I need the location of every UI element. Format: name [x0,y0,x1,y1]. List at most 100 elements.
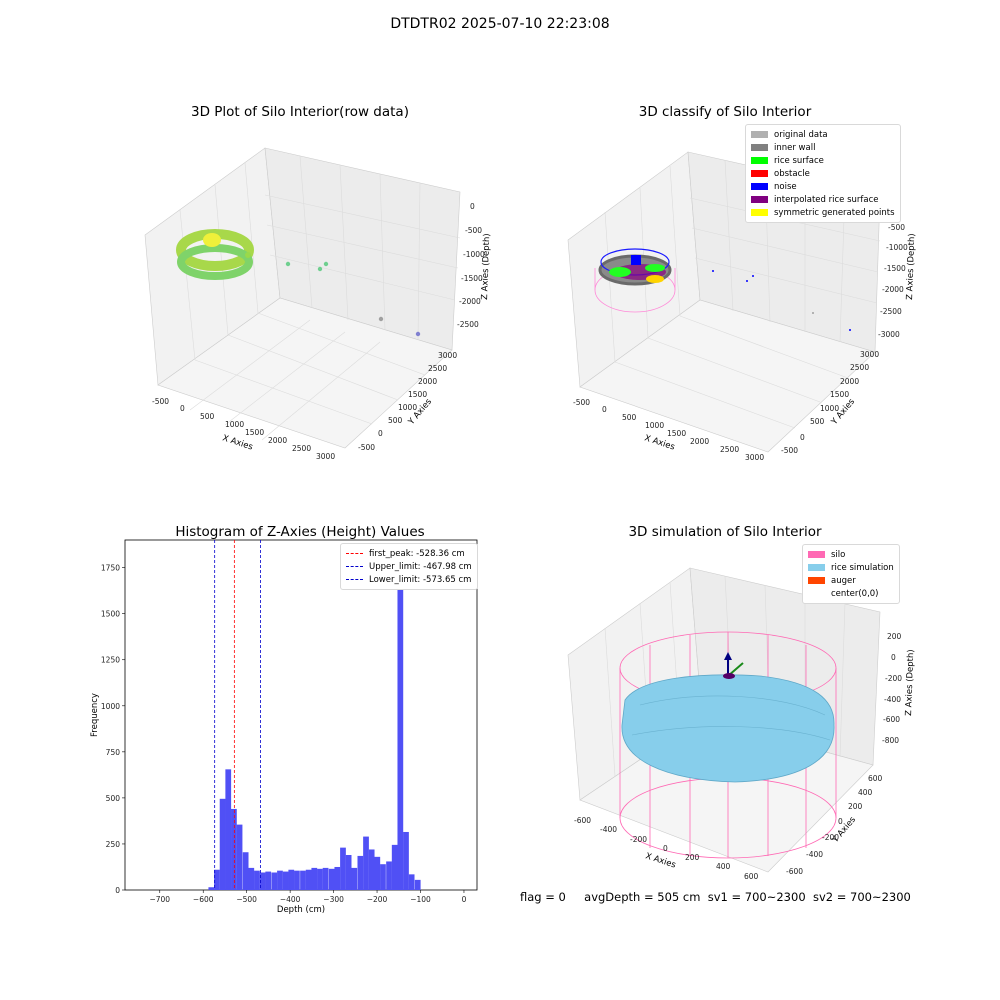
svg-text:-500: -500 [152,397,169,406]
legend-item-interpolated: interpolated rice surface [751,193,895,206]
status-line: flag = 0 avgDepth = 505 cm sv1 = 700~230… [520,890,911,904]
histogram-bar-31 [386,861,392,890]
svg-text:-500: -500 [358,443,375,452]
histogram-bar-20 [322,867,329,890]
figure-title: DTDTR02 2025-07-10 22:23:08 [390,16,610,32]
histogram-ytick-label-1: 250 [106,840,121,849]
legend-item-rice-simulation: rice simulation [808,561,894,574]
histogram-xtick-label-5: −200 [367,895,388,904]
histogram-bars [208,558,421,890]
classify-point-cloud [594,248,851,331]
histogram-xtick-label-4: −300 [323,895,344,904]
histogram-ytick-label-2: 500 [106,794,121,803]
histogram-xtick-label-1: −600 [193,895,214,904]
histogram-ytick-label-0: 0 [115,886,120,895]
histogram-bar-27 [363,836,369,890]
histogram-bar-34 [403,831,409,890]
svg-text:-600: -600 [786,867,803,876]
svg-text:2000: 2000 [268,436,287,445]
rice-simulation-surface [621,674,835,783]
legend-item-silo: silo [808,548,894,561]
histogram-x-ticks: −700 −600 −500 −400 −300 −200 −100 0 [149,890,467,904]
simulation-plot-title: 3D simulation of Silo Interior [628,524,822,540]
svg-text:-500: -500 [888,223,905,232]
auger-marker [723,652,744,679]
histogram-bar-35 [408,874,415,890]
legend-item-lower-limit: Lower_limit: -573.65 cm [346,573,472,586]
histogram-ytick-label-4: 1000 [101,702,120,711]
svg-text:-400: -400 [806,850,823,859]
histogram-bar-29 [374,856,381,890]
histogram-bar-4 [231,808,237,890]
svg-text:500: 500 [622,413,637,422]
histogram-bar-24 [345,855,352,890]
svg-text:1500: 1500 [830,390,849,399]
svg-text:-800: -800 [882,736,899,745]
classify-x-axis: -500 0 500 1000 1500 2000 2500 3000 X Ax… [573,398,764,462]
histogram-title: Histogram of Z-Axies (Height) Values [175,524,425,540]
svg-text:Y Axies: Y Axies [830,815,858,846]
histogram-bar-26 [357,855,364,890]
svg-text:-1000: -1000 [463,250,485,259]
legend-item-noise: noise [751,180,895,193]
histogram-bar-18 [311,867,318,890]
svg-text:-2500: -2500 [880,307,902,316]
simulation-z-axis: 200 0 -200 -400 -600 -800 Z Axies (Depth… [882,632,916,745]
legend-item-center: center(0,0) [831,588,879,599]
histogram-bar-17 [305,869,312,890]
svg-text:-2000: -2000 [882,285,904,294]
svg-text:Z Axies (Depth): Z Axies (Depth) [904,649,916,716]
classify-plot-title: 3D classify of Silo Interior [638,104,812,120]
svg-text:-2000: -2000 [459,297,481,306]
svg-text:500: 500 [200,412,215,421]
raw-3d-axes-box [144,147,461,449]
svg-text:2000: 2000 [840,377,859,386]
legend-item-symmetric: symmetric generated points [751,206,895,219]
svg-text:200: 200 [848,802,863,811]
svg-text:3000: 3000 [860,350,879,359]
svg-text:Z Axies (Depth): Z Axies (Depth) [905,233,917,300]
raw-x-axis: -500 0 500 1000 1500 2000 2500 3000 X Ax… [152,397,335,461]
svg-text:200: 200 [887,632,902,641]
histogram-ylabel: Frequency [90,693,100,737]
legend-item-rice-surface: rice surface [751,154,895,167]
svg-text:-500: -500 [465,226,482,235]
histogram-ytick-label-3: 750 [106,748,121,757]
svg-text:0: 0 [891,653,896,662]
svg-text:400: 400 [858,788,873,797]
histogram-bar-33 [397,558,404,890]
histogram-bar-28 [368,849,375,890]
svg-text:-200: -200 [630,835,647,844]
svg-text:-600: -600 [574,816,591,825]
svg-text:1500: 1500 [408,390,427,399]
svg-text:1000: 1000 [398,403,417,412]
svg-text:2500: 2500 [428,364,447,373]
svg-text:3000: 3000 [316,452,335,461]
svg-text:1500: 1500 [245,428,264,437]
svg-text:500: 500 [810,417,825,426]
histogram-bar-11 [271,872,278,890]
histogram-xtick-label-7: 0 [462,895,467,904]
svg-text:0: 0 [663,844,668,853]
legend-item-upper-limit: Upper_limit: -467.98 cm [346,560,472,573]
svg-text:1000: 1000 [225,420,244,429]
sv2-text: sv2 = 700~2300 [812,890,911,904]
svg-text:Y Axies: Y Axies [829,397,857,428]
legend-item-original-data: original data [751,128,895,141]
svg-text:Z Axies (Depth): Z Axies (Depth) [480,233,492,300]
silo-wireframe [619,631,837,859]
svg-text:-1500: -1500 [461,274,483,283]
histogram-xtick-label-6: −100 [410,895,431,904]
svg-text:-400: -400 [884,695,901,704]
histogram-ytick-label-6: 1500 [101,610,120,619]
svg-text:1500: 1500 [667,429,686,438]
svg-text:-200: -200 [885,674,902,683]
svg-text:2500: 2500 [850,363,869,372]
svg-text:-1000: -1000 [886,243,908,252]
histogram-xtick-label-2: −500 [236,895,257,904]
svg-text:-1500: -1500 [884,264,906,273]
histogram-bar-32 [391,844,398,890]
svg-text:X Axies: X Axies [644,851,677,870]
histogram-bar-21 [328,868,335,890]
histogram-bar-7 [248,867,255,890]
